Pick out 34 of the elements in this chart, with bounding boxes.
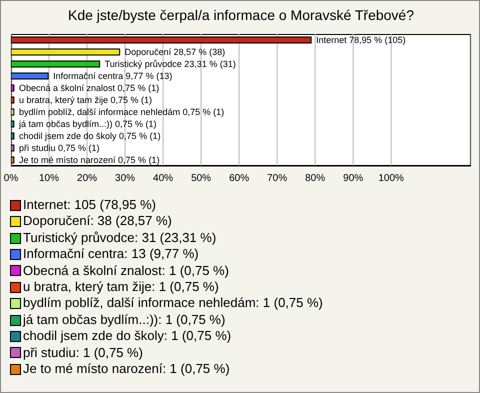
legend-label: já tam občas bydlím..:)): 1 (0,75 %) [23,312,226,328]
category-label: u bratra, který tam žije 0,75 % (1) [19,95,152,105]
x-tick-label: 20% [77,173,98,184]
chart-title: Kde jste/byste čerpal/a informace o Moravské Třebové? [66,7,416,23]
legend-label: Obecná a školní znalost: 1 (0,75 %) [23,262,229,280]
category-label: Internet 78,95 % (105) [316,35,406,45]
category-label: já tam občas bydlím..:)) 0,75 % (1) [19,119,157,129]
legend-label: Doporučení: 38 (28,57 %) [23,213,172,230]
category-label: chodil jsem zde do školy 0,75 % (1) [19,131,161,141]
legend-label: Je to mé místo narození: 1 (0,75 %) [23,361,230,378]
category-label: při studiu 0,75 % (1) [19,143,100,153]
category-label: bydlím poblíž, další informace nehledám 0,75 % (1) [19,107,224,117]
legend-label: Internet: 105 (78,95 %) [23,197,156,214]
category-label: Doporučení 28,57 % (38) [124,47,226,57]
x-tick-label: 0% [4,173,18,184]
x-tick-label: 50% [191,173,212,184]
legend-label: Informační centra: 13 (9,77 %) [23,246,199,263]
x-tick-label: 30% [115,173,136,184]
x-tick-label: 60% [229,173,250,184]
x-tick-label: 40% [153,173,174,184]
x-tick-label: 90% [343,173,364,184]
category-label: Je to mé místo narození 0,75 % (1) [19,155,160,165]
category-label: Turistický průvodce 23,31 % (31) [104,59,236,69]
x-tick-label: 100% [378,173,404,184]
legend-label: u bratra, který tam žije: 1 (0,75 %) [23,279,219,296]
x-tick-label: 70% [267,173,288,184]
legend-label: bydlím poblíž, další informace nehledám: 1 (0,75 %) [23,295,323,312]
category-label: Informační centra 9,77 % (13) [53,71,172,81]
legend-label: Turistický průvodce: 31 (23,31 %) [23,230,216,246]
category-label: Obecná a školní znalost 0,75 % (1) [19,83,160,93]
x-tick-label: 10% [39,173,60,184]
x-tick-label: 80% [305,173,326,184]
legend-label: při studiu: 1 (0,75 %) [23,344,143,362]
legend-label: chodil jsem zde do školy: 1 (0,75 %) [23,328,232,345]
